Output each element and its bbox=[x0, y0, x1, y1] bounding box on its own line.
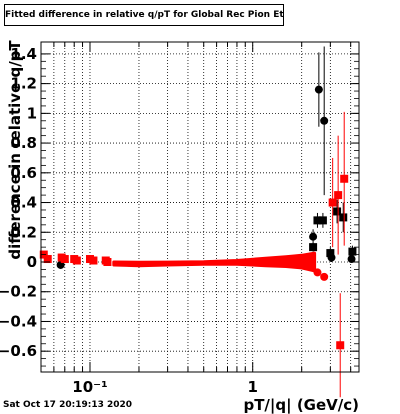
data-bands bbox=[112, 251, 317, 273]
chart-title: Fitted difference in relative q/pT for G… bbox=[4, 4, 284, 26]
data-point bbox=[314, 85, 323, 94]
y-tick-label: 1.4 bbox=[10, 45, 37, 63]
data-point bbox=[340, 174, 349, 183]
y-tick-labels: −0.6 −0.4 −0.2 0 0.2 0.4 0.6 0.8 1 1.2 1.4 bbox=[0, 45, 37, 360]
data-point bbox=[348, 247, 357, 256]
data-point bbox=[334, 191, 343, 200]
data-point bbox=[309, 232, 318, 241]
y-tick-label: −0.6 bbox=[0, 342, 37, 360]
x-tick-label: 10⁻¹ bbox=[72, 378, 107, 396]
data-band bbox=[112, 251, 317, 273]
timestamp: Sat Oct 17 20:19:13 2020 bbox=[3, 400, 133, 410]
data-point bbox=[43, 255, 52, 264]
data-point bbox=[339, 213, 348, 222]
y-tick-label: 1 bbox=[27, 104, 37, 122]
data-point bbox=[313, 268, 322, 277]
y-tick-label: 0.2 bbox=[10, 223, 37, 241]
data-point bbox=[313, 216, 322, 225]
y-tick-label: 1.2 bbox=[10, 75, 37, 93]
data-point bbox=[347, 255, 356, 264]
data-point bbox=[89, 256, 98, 265]
data-point bbox=[320, 116, 329, 125]
data-point bbox=[326, 249, 335, 258]
data-point bbox=[309, 243, 318, 252]
data-point bbox=[333, 207, 342, 216]
data-point bbox=[320, 272, 329, 281]
x-axis-title: pT/|q| (GeV/c) bbox=[243, 396, 359, 414]
x-tick-labels: 10⁻¹ 1 bbox=[72, 378, 258, 396]
data-point bbox=[318, 216, 327, 225]
data-point bbox=[60, 255, 69, 264]
data-point bbox=[336, 341, 345, 350]
y-tick-label: 0.6 bbox=[10, 164, 37, 182]
y-tick-label: 0.4 bbox=[10, 194, 37, 212]
y-tick-label: −0.4 bbox=[0, 312, 37, 330]
y-tick-label: 0.8 bbox=[10, 134, 37, 152]
plot-frame bbox=[40, 41, 360, 373]
data-point bbox=[72, 256, 81, 265]
y-tick-label: 0 bbox=[27, 253, 37, 271]
axis-ticks bbox=[40, 42, 359, 372]
grid bbox=[40, 42, 359, 372]
x-tick-label: 1 bbox=[247, 378, 257, 396]
data-point bbox=[328, 198, 337, 207]
y-tick-label: −0.2 bbox=[0, 283, 37, 301]
data-markers bbox=[39, 46, 357, 398]
data-point bbox=[103, 258, 112, 266]
y-axis-title: difference in relative q/pT bbox=[6, 40, 24, 260]
